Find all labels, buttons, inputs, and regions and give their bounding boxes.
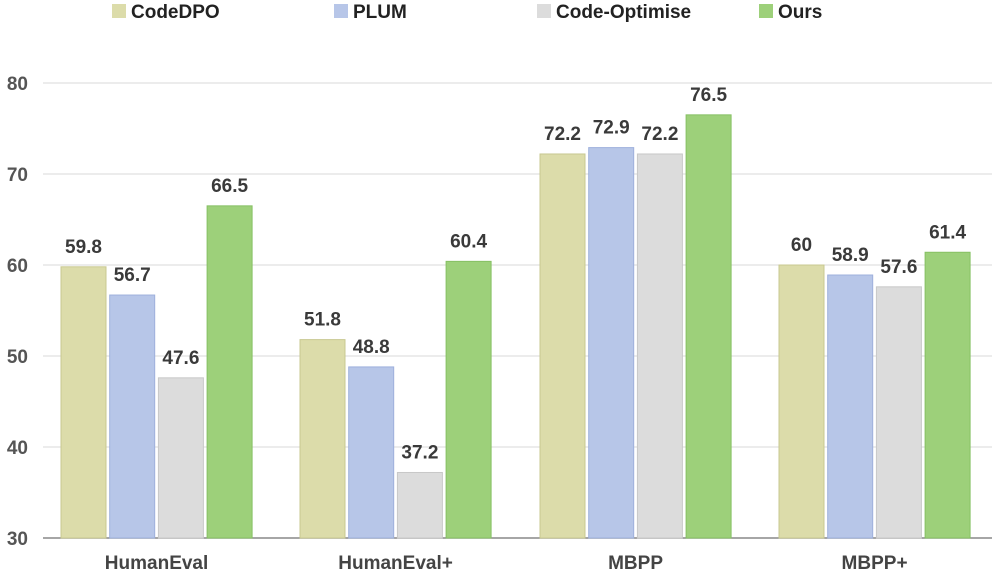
legend: CodeDPO PLUM Code-Optimise Ours <box>112 2 822 23</box>
bar-plum-humaneval-plus <box>348 366 395 539</box>
legend-item: Ours <box>759 2 822 23</box>
bar-code-optimise-mbpp <box>636 153 683 539</box>
value-label: 58.9 <box>832 245 869 266</box>
legend-item: CodeDPO <box>112 2 220 23</box>
y-tick-label: 70 <box>7 165 28 186</box>
y-tick-label: 40 <box>7 438 28 459</box>
value-label: 61.4 <box>929 222 966 243</box>
bar-plum-mbpp-plus <box>827 274 874 539</box>
bar-codedpo-humaneval-plus <box>299 339 346 539</box>
legend-swatch <box>537 4 551 18</box>
x-category-label: HumanEval <box>105 553 208 574</box>
legend-swatch <box>112 4 126 18</box>
x-axis: HumanEval HumanEval+ MBPP MBPP+ <box>105 553 908 574</box>
bar-plum-humaneval <box>109 294 156 539</box>
bar-code-optimise-humaneval-plus <box>396 471 443 539</box>
value-label: 48.8 <box>353 337 390 358</box>
value-label: 60 <box>791 235 812 256</box>
bar-ours-mbpp-plus <box>924 251 971 539</box>
value-label: 56.7 <box>114 265 151 286</box>
x-category-label: HumanEval+ <box>338 553 453 574</box>
legend-item: PLUM <box>334 2 407 23</box>
legend-label: CodeDPO <box>131 2 220 23</box>
bar-ours-humaneval <box>206 205 253 539</box>
y-tick-label: 50 <box>7 347 28 368</box>
value-label: 76.5 <box>690 85 727 106</box>
value-label: 66.5 <box>211 176 248 197</box>
value-label: 57.6 <box>880 257 917 278</box>
bar-codedpo-mbpp-plus <box>778 264 825 539</box>
y-axis: 30 40 50 60 70 80 <box>7 74 28 550</box>
x-category-label: MBPP+ <box>842 553 908 574</box>
y-tick-label: 80 <box>7 74 28 95</box>
bar-codedpo-humaneval <box>60 266 107 539</box>
bar-ours-mbpp <box>685 114 732 539</box>
bar-plum-mbpp <box>588 147 635 539</box>
bar-code-optimise-mbpp-plus <box>875 286 922 539</box>
legend-label: PLUM <box>353 2 407 23</box>
legend-item: Code-Optimise <box>537 2 691 23</box>
legend-label: Ours <box>778 2 822 23</box>
value-label: 60.4 <box>450 231 487 252</box>
value-labels: 59.8 56.7 47.6 66.5 51.8 48.8 37.2 60.4 72.2 72.9… <box>65 85 967 464</box>
y-tick-label: 30 <box>7 529 28 550</box>
value-label: 37.2 <box>401 442 438 463</box>
value-label: 72.2 <box>641 124 678 145</box>
value-label: 59.8 <box>65 237 102 258</box>
value-label: 72.2 <box>544 124 581 145</box>
legend-label: Code-Optimise <box>556 2 691 23</box>
bar-codedpo-mbpp <box>539 153 586 539</box>
bar-code-optimise-humaneval <box>157 377 204 539</box>
value-label: 72.9 <box>593 118 630 139</box>
bar-ours-humaneval-plus <box>445 260 492 539</box>
bars <box>60 114 971 539</box>
y-tick-label: 60 <box>7 256 28 277</box>
value-label: 51.8 <box>304 310 341 331</box>
legend-swatch <box>334 4 348 18</box>
value-label: 47.6 <box>162 348 199 369</box>
legend-swatch <box>759 4 773 18</box>
x-category-label: MBPP <box>608 553 663 574</box>
